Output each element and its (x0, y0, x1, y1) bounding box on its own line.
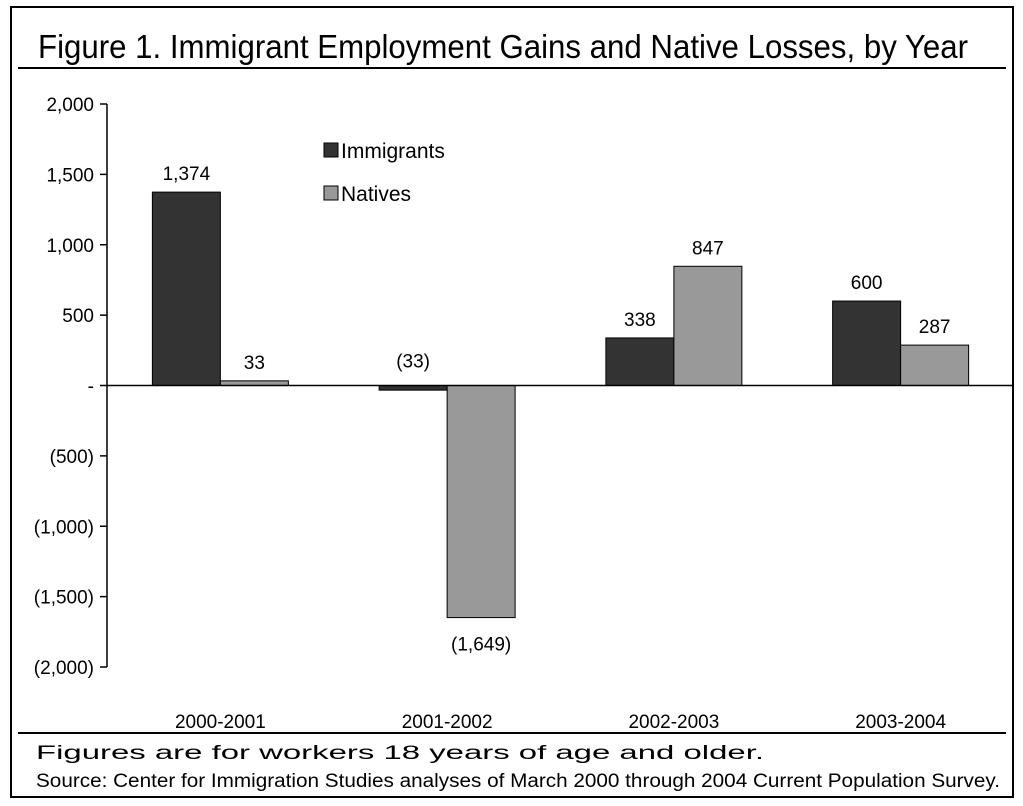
data-label: 1,374 (163, 164, 211, 185)
data-label: (33) (396, 352, 430, 373)
chart-title: Figure 1. Immigrant Employment Gains and… (38, 28, 968, 65)
bar-immigrants-2002-2003 (605, 337, 675, 387)
data-label: 847 (692, 238, 724, 259)
bar-natives-2003-2004 (900, 344, 970, 386)
bars (107, 191, 1012, 619)
data-label: 287 (919, 317, 951, 338)
legend-swatch-immigrants (323, 142, 339, 158)
x-axis-labels: 2000-2001 2001-2002 2002-2003 2003-2004 (175, 712, 947, 733)
legend-label-immigrants: Immigrants (341, 140, 445, 163)
data-label: 33 (244, 353, 265, 374)
bar-immigrants-2000-2001 (151, 191, 221, 386)
y-tick-label: (1,500) (34, 588, 94, 609)
legend: Immigrants Natives (323, 140, 445, 206)
chart: Figure 1. Immigrant Employment Gains and… (18, 28, 1012, 792)
figure-frame: Figure 1. Immigrant Employment Gains and… (10, 6, 1014, 798)
y-tick-label: (1,000) (34, 517, 94, 538)
footnote: Figures are for workers 18 years of age … (36, 743, 764, 764)
legend-label-natives: Natives (341, 183, 411, 206)
x-tick-label: 2003-2004 (855, 712, 946, 733)
y-tick-label: (500) (50, 447, 94, 468)
y-tick-label: 1,000 (46, 236, 94, 257)
x-tick-label: 2000-2001 (175, 712, 266, 733)
bar-natives-2001-2002 (446, 385, 516, 619)
bar-immigrants-2003-2004 (832, 300, 902, 386)
x-tick-label: 2001-2002 (402, 712, 493, 733)
legend-swatch-natives (323, 185, 339, 201)
y-tick-label: (2,000) (34, 658, 94, 679)
bar-labels: 1,374 33 (33) (1,649) 338 847 600 287 (163, 164, 951, 655)
x-tick-label: 2002-2003 (628, 712, 719, 733)
y-tick-label: 2,000 (46, 95, 94, 116)
data-label: 600 (851, 273, 883, 294)
data-label: (1,649) (451, 635, 511, 656)
y-axis: 2,000 1,500 1,000 500 - (500) (1,000) (1,500) (2… (34, 95, 108, 679)
source-note: Source: Center for Immigration Studies a… (36, 771, 1000, 792)
bar-natives-2002-2003 (673, 265, 743, 387)
y-tick-label: 1,500 (46, 165, 94, 186)
y-tick-label: - (88, 377, 94, 398)
y-tick-label: 500 (62, 306, 94, 327)
data-label: 338 (624, 310, 656, 331)
